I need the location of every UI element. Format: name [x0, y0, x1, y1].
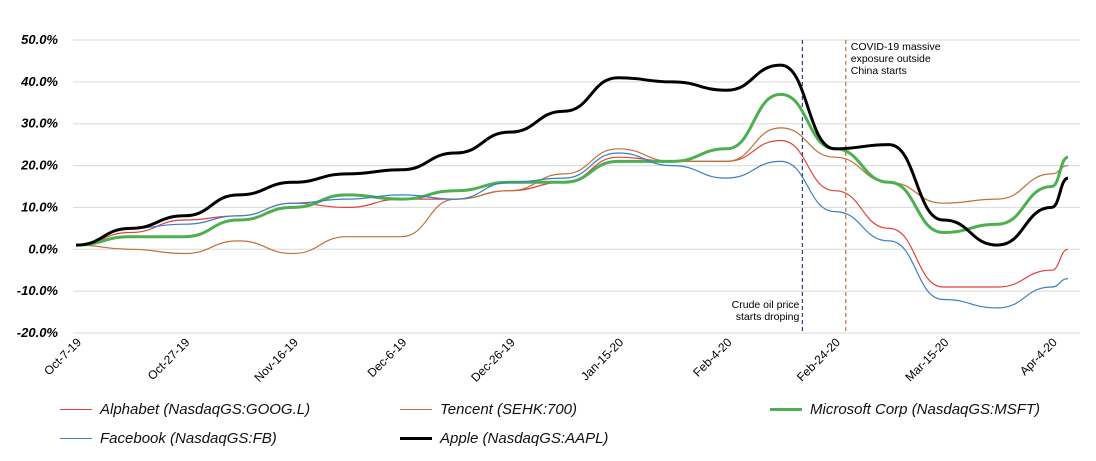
legend-item: Alphabet (NasdaqGS:GOOG.L)	[60, 401, 310, 418]
y-tick-label: 50.0%	[21, 32, 58, 47]
legend-label: Microsoft Corp (NasdaqGS:MSFT)	[810, 401, 1041, 418]
legend: Alphabet (NasdaqGS:GOOG.L) Tencent (SEHK:…	[60, 401, 1080, 461]
legend-label: Tencent (SEHK:700)	[440, 401, 578, 418]
y-tick-label: -20.0%	[17, 325, 59, 340]
legend-swatch	[60, 409, 92, 410]
annotation-text: COVID-19 massive exposure outside China st…	[851, 41, 941, 77]
legend-swatch	[400, 437, 432, 440]
y-tick-label: 20.0%	[20, 158, 58, 173]
y-tick-label: 40.0%	[20, 74, 58, 89]
x-tick-label: Nov-16-19	[251, 335, 301, 385]
x-tick-label: Feb-4-20	[690, 335, 735, 380]
legend-swatch	[770, 408, 802, 411]
x-tick-label: Feb-24-20	[794, 335, 843, 384]
legend-label: Apple (NasdaqGS:AAPL)	[440, 430, 609, 447]
series-line-4	[75, 63, 1069, 247]
y-axis-tick-labels: 50.0% 40.0% 30.0% 20.0% 10.0% 0.0% -10.0% -20.0…	[17, 32, 59, 340]
annotation-text: Crude oil price starts droping	[732, 299, 800, 323]
legend-item: Microsoft Corp (NasdaqGS:MSFT)	[770, 401, 1040, 418]
legend-swatch	[60, 438, 92, 439]
series-line-1	[75, 127, 1069, 255]
legend-item: Facebook (NasdaqGS:FB)	[60, 430, 277, 447]
x-axis-tick-labels: Oct-7-19 Oct-27-19 Nov-16-19 Dec-6-19 Dec-26…	[41, 335, 1060, 385]
y-tick-label: -10.0%	[17, 283, 59, 298]
series-line-2	[75, 92, 1069, 247]
x-tick-label: Oct-27-19	[145, 335, 193, 383]
x-tick-label: Oct-7-19	[41, 335, 84, 378]
annotations: Crude oil price starts droping COVID-19 ma…	[732, 40, 941, 333]
legend-swatch	[400, 409, 432, 410]
legend-label: Facebook (NasdaqGS:FB)	[100, 430, 277, 447]
y-tick-label: 30.0%	[21, 116, 58, 131]
x-tick-label: Dec-26-19	[468, 335, 518, 385]
gridlines	[73, 39, 1080, 334]
x-tick-label: Apr-4-20	[1017, 335, 1060, 378]
x-tick-label: Dec-6-19	[365, 335, 410, 380]
y-tick-label: 0.0%	[28, 241, 58, 256]
legend-item: Tencent (SEHK:700)	[400, 401, 577, 418]
series-line-3	[75, 152, 1069, 309]
legend-label: Alphabet (NasdaqGS:GOOG.L)	[100, 401, 311, 418]
x-tick-label: Jan-15-20	[578, 335, 626, 383]
y-tick-label: 10.0%	[21, 199, 58, 214]
x-tick-label: Mar-15-20	[902, 335, 951, 384]
legend-item: Apple (NasdaqGS:AAPL)	[400, 430, 608, 447]
series-lines	[75, 63, 1069, 309]
